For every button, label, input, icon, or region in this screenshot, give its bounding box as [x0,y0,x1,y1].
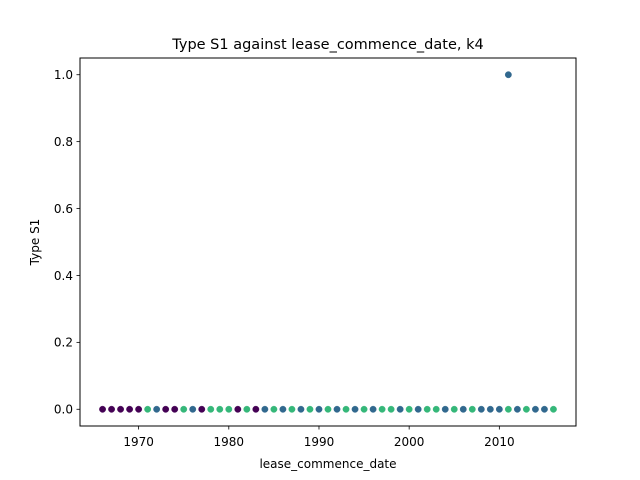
data-point [234,405,242,413]
data-point [270,405,278,413]
data-point [450,405,458,413]
data-point [423,405,431,413]
data-point [333,405,341,413]
data-point [504,71,512,79]
data-point [441,405,449,413]
data-point [252,405,260,413]
data-point [144,405,152,413]
x-tick-label: 2000 [394,435,425,449]
data-point [405,405,413,413]
y-axis-ticks: 0.0 0.2 0.4 0.6 0.8 1.0 [54,68,80,417]
data-point [243,405,251,413]
data-point [279,405,287,413]
data-point [306,405,314,413]
points-layer [99,71,557,413]
data-point [378,405,386,413]
data-point [189,405,197,413]
data-point [207,405,215,413]
data-point [468,405,476,413]
y-tick-label: 1.0 [54,68,73,82]
data-point [108,405,115,413]
data-point [324,405,332,413]
data-point [504,405,512,413]
data-point [432,405,440,413]
x-tick-label: 2010 [484,435,515,449]
y-tick-label: 0.8 [54,135,73,149]
data-point [550,405,557,413]
y-tick-label: 0.6 [54,202,73,216]
data-point [225,405,233,413]
data-point [135,405,143,413]
data-point [360,405,368,413]
y-tick-label: 0.2 [54,336,73,350]
data-point [315,405,323,413]
data-point [541,405,548,413]
x-tick-label: 1980 [214,435,245,449]
data-point [117,405,124,413]
data-point [486,405,494,413]
data-point [162,405,170,413]
data-point [342,405,350,413]
data-point [369,405,377,413]
data-point [495,405,503,413]
data-point [198,405,206,413]
data-point [387,405,395,413]
data-point [414,405,422,413]
y-tick-label: 0.0 [54,403,73,417]
data-point [396,405,404,413]
data-point [216,405,224,413]
x-tick-label: 1970 [123,435,154,449]
chart-title: Type S1 against lease_commence_date, k4 [171,37,483,53]
data-point [171,405,179,413]
plot-frame [79,57,577,427]
data-point [99,405,106,413]
data-point [126,405,134,413]
data-point [351,405,359,413]
data-point [513,405,521,413]
data-point [153,405,161,413]
data-point [288,405,296,413]
x-tick-label: 1990 [304,435,335,449]
y-tick-label: 0.4 [54,269,73,283]
data-point [261,405,269,413]
x-axis-ticks: 1970 1980 1990 2000 2010 [123,426,515,449]
y-axis-label: Type S1 [28,219,42,267]
x-axis-label: lease_commence_date [259,457,396,471]
data-point [477,405,485,413]
data-point [297,405,305,413]
data-point [523,405,530,413]
data-point [180,405,188,413]
data-point [532,405,539,413]
data-point [459,405,467,413]
